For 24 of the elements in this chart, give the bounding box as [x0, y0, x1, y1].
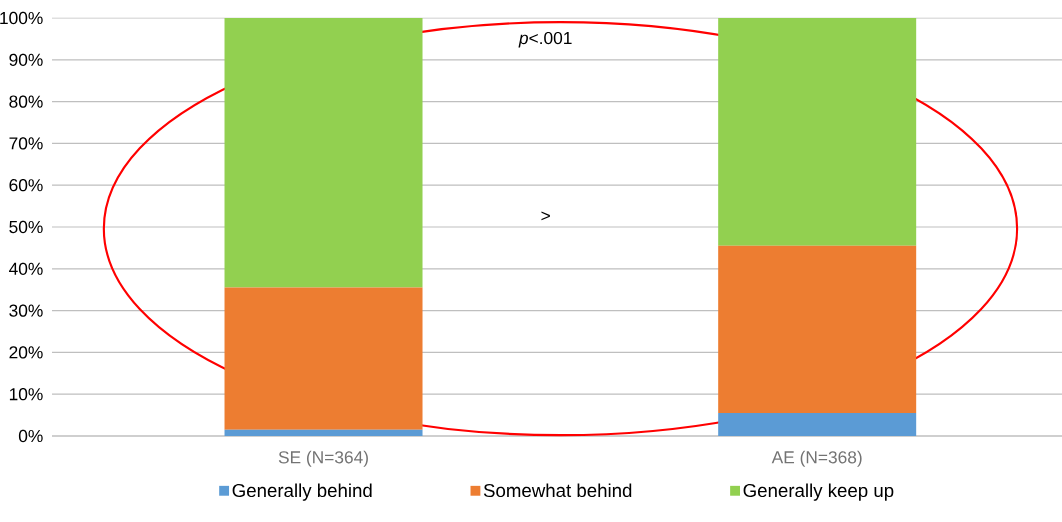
- y-tick-label: 90%: [9, 53, 43, 66]
- bar: [718, 245, 917, 414]
- y-tick-label: 70%: [9, 137, 43, 150]
- bar: [224, 18, 423, 288]
- bar: [718, 413, 917, 436]
- y-tick-label: 20%: [9, 346, 43, 359]
- y-tick-label: 80%: [9, 95, 43, 108]
- annotation: >: [541, 211, 550, 221]
- y-tick-label: 30%: [9, 304, 43, 317]
- bar: [224, 429, 423, 436]
- x-tick-label: SE (N=364): [278, 450, 368, 467]
- legend-label: Generally keep up: [743, 483, 894, 501]
- y-tick-label: 0%: [18, 429, 43, 443]
- y-tick-label: 50%: [9, 220, 43, 234]
- legend-label: Somewhat behind: [483, 483, 632, 498]
- y-tick-label: 10%: [9, 388, 43, 401]
- x-tick-label: AE (N=368): [771, 450, 862, 467]
- y-tick-label: 60%: [9, 179, 43, 192]
- y-tick-label: 100%: [0, 11, 43, 25]
- y-tick-label: 40%: [9, 262, 43, 275]
- bar: [718, 18, 917, 246]
- bar: [224, 287, 423, 430]
- annotation: p<.001: [518, 31, 572, 48]
- legend-label: Generally behind: [232, 483, 372, 501]
